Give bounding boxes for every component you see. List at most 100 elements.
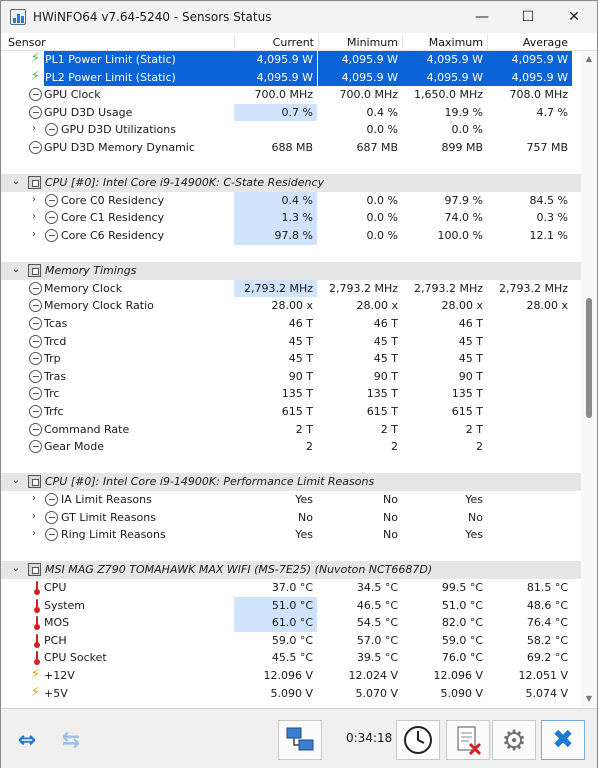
minimize-button[interactable]: — [475, 9, 489, 25]
sensor-row[interactable]: PCH 59.0 °C 57.0 °C 59.0 °C 58.2 °C [1, 632, 581, 650]
clock-icon [45, 493, 58, 506]
value-current: No [298, 510, 313, 524]
value-maximum: 76.0 °C [441, 651, 483, 665]
value-minimum: No [383, 493, 398, 506]
value-minimum: 2,793.2 MHz [328, 281, 398, 295]
sensor-row[interactable]: Tcas 46 T 46 T 46 T [1, 315, 581, 333]
sensor-row[interactable]: › Ring Limit Reasons Yes No Yes [1, 526, 581, 544]
sensor-row[interactable]: Command Rate 2 T 2 T 2 T [1, 421, 581, 439]
sensor-label: +12V [44, 669, 75, 682]
sensor-row[interactable]: › GPU D3D Utilizations 0.0 % 0.0 % [1, 121, 581, 139]
vertical-scrollbar[interactable]: ▲ ▼ [581, 51, 597, 707]
value-minimum: 46.5 °C [356, 598, 398, 612]
clear-log-button[interactable] [446, 720, 490, 760]
sensor-group-row[interactable]: ⌄ Memory Timings [1, 262, 581, 280]
sensor-row[interactable]: Trfc 615 T 615 T 615 T [1, 403, 581, 421]
collapse-icon[interactable]: ⌄ [11, 176, 21, 188]
clock-icon [29, 299, 42, 313]
hwinfo-app-icon [10, 9, 26, 25]
sensor-row[interactable]: Gear Mode 2 2 2 [1, 438, 581, 456]
collapse-columns-button[interactable]: ⇆ [49, 720, 93, 760]
expand-icon[interactable]: › [32, 493, 36, 504]
value-minimum: 2 [391, 440, 398, 454]
collapse-icon[interactable]: ⌄ [11, 264, 21, 276]
expand-icon[interactable]: › [32, 211, 36, 223]
value-average [487, 350, 572, 368]
sensor-row[interactable]: › GT Limit Reasons No No No [1, 509, 581, 527]
sensor-row[interactable]: Memory Clock 2,793.2 MHz 2,793.2 MHz 2,793.… [1, 279, 581, 298]
scroll-down-icon[interactable]: ▼ [585, 694, 593, 703]
sensor-row[interactable]: Trc 135 T 135 T 135 T [1, 385, 581, 403]
sensor-row[interactable]: Memory Clock Ratio 28.00 x 28.00 x 28.00 x 2… [1, 297, 581, 315]
column-header-minimum[interactable]: Minimum [347, 36, 398, 49]
sensor-row[interactable]: CPU Socket 45.5 °C 39.5 °C 76.0 °C 69.2 °C [1, 649, 581, 667]
scroll-up-icon[interactable]: ▲ [585, 54, 593, 63]
sensor-row[interactable]: › IA Limit Reasons Yes No Yes [1, 491, 581, 509]
sensor-row[interactable]: Tras 90 T 90 T 90 T [1, 368, 581, 386]
value-current: 0.4 % [234, 191, 317, 210]
sensor-label: CPU [44, 581, 67, 594]
value-current: 37.0 °C [271, 581, 313, 594]
sensor-row[interactable]: Trp 45 T 45 T 45 T [1, 350, 581, 368]
column-header-sensor[interactable]: Sensor [8, 36, 46, 49]
sensor-group-row[interactable]: ⌄ CPU [#0]: Intel Core i9-14900K: C-State… [1, 174, 581, 192]
sensor-label: Core C1 Residency [61, 211, 165, 225]
scrollbar-thumb[interactable] [586, 298, 592, 418]
expand-icon[interactable]: › [32, 193, 36, 205]
sensor-row[interactable]: System 51.0 °C 46.5 °C 51.0 °C 48.6 °C [1, 596, 581, 615]
timer-reset-button[interactable] [396, 720, 440, 760]
value-current: 4,095.9 W [234, 68, 317, 87]
clock-icon [29, 440, 42, 454]
sensor-row[interactable]: Trcd 45 T 45 T 45 T [1, 333, 581, 351]
close-window-button[interactable]: ✕ [568, 9, 580, 25]
expand-icon[interactable]: › [32, 229, 36, 240]
sensor-row[interactable]: ⚡ +12V 12.096 V 12.024 V 12.096 V 12.051 V [1, 667, 581, 685]
sensor-row[interactable]: ⚡ +5V 5.090 V 5.070 V 5.090 V 5.074 V [1, 685, 581, 703]
value-minimum: 54.5 °C [356, 616, 398, 630]
collapse-icon[interactable]: ⌄ [11, 475, 21, 487]
sensor-row[interactable]: › Core C0 Residency 0.4 % 0.0 % 97.9 % 84.5 % [1, 191, 581, 210]
value-maximum: 4,095.9 W [402, 68, 487, 87]
expand-icon[interactable]: › [32, 123, 36, 135]
value-minimum: 28.00 x [356, 299, 399, 313]
sensor-row[interactable]: ⚡ PL1 Power Limit (Static) 4,095.9 W 4,095.… [1, 51, 581, 69]
sensor-label: Command Rate [44, 422, 130, 436]
value-average: 708.0 MHz [509, 88, 568, 102]
value-minimum: 700.0 MHz [339, 88, 398, 102]
expand-icon[interactable]: › [32, 510, 36, 522]
collapse-icon[interactable]: ⌄ [11, 563, 21, 575]
sensor-label: Trcd [44, 334, 67, 348]
sensor-row[interactable]: › Core C6 Residency 97.8 % 0.0 % 100.0 % 12.1… [1, 227, 581, 245]
expand-icon[interactable]: › [32, 528, 36, 540]
value-maximum: 2,793.2 MHz [413, 281, 483, 295]
title-bar[interactable]: HWiNFO64 v7.64-5240 - Sensors Status — ☐… [1, 1, 597, 33]
settings-button[interactable]: ⚙ [492, 720, 536, 760]
sensor-row[interactable]: MOS 61.0 °C 54.5 °C 82.0 °C 76.4 °C [1, 614, 581, 632]
value-minimum: No [383, 510, 398, 524]
network-button[interactable] [278, 720, 322, 760]
sensor-group-row[interactable]: ⌄ CPU [#0]: Intel Core i9-14900K: Perform… [1, 473, 581, 491]
sensor-row[interactable]: GPU Clock 700.0 MHz 700.0 MHz 1,650.0 MHz 70… [1, 86, 581, 104]
value-maximum: 19.9 % [444, 105, 483, 119]
sensor-row[interactable]: ⚡ PL2 Power Limit (Static) 4,095.9 W 4,095.… [1, 68, 581, 87]
value-minimum: 0.0 % [366, 193, 398, 207]
column-header-average[interactable]: Average [522, 36, 568, 49]
column-header-maximum[interactable]: Maximum [428, 36, 483, 49]
column-header-current[interactable]: Current [272, 36, 314, 49]
sensor-row[interactable]: › Core C1 Residency 1.3 % 0.0 % 74.0 % 0.3 % [1, 209, 581, 227]
value-current: 700.0 MHz [254, 88, 313, 102]
sensor-row[interactable]: GPU D3D Memory Dynamic 688 MB 687 MB 899 MB… [1, 139, 581, 157]
bolt-icon: ⚡ [30, 684, 41, 700]
value-current: 45 T [288, 334, 313, 348]
sensor-group-row[interactable]: ⌄ MSI MAG Z790 TOMAHAWK MAX WIFI (MS-7E25… [1, 561, 581, 579]
value-maximum: 135 T [451, 387, 483, 401]
maximize-button[interactable]: ☐ [521, 9, 535, 25]
sensor-row[interactable]: CPU 37.0 °C 34.5 °C 99.5 °C 81.5 °C [1, 579, 581, 597]
close-sensors-button[interactable]: ✖ [541, 720, 585, 760]
sensor-label: IA Limit Reasons [61, 493, 152, 506]
thermometer-icon [34, 651, 40, 666]
expand-columns-button[interactable]: ⇔ [5, 720, 49, 760]
bolt-green-icon: ⚡ [30, 51, 41, 66]
